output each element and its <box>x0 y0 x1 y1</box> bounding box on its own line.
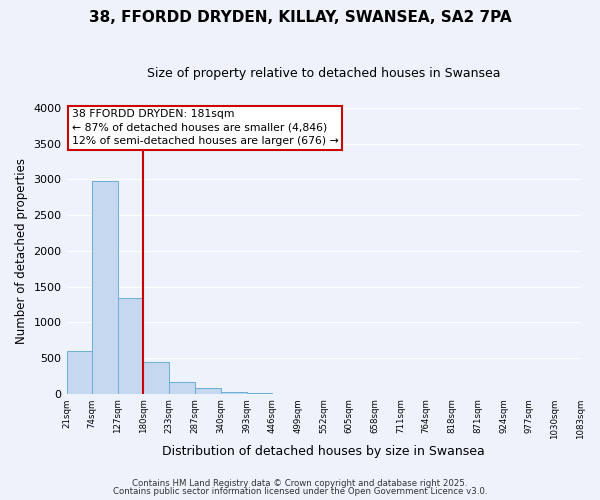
Bar <box>195 388 221 394</box>
Y-axis label: Number of detached properties: Number of detached properties <box>15 158 28 344</box>
Text: Contains public sector information licensed under the Open Government Licence v3: Contains public sector information licen… <box>113 487 487 496</box>
Bar <box>221 392 247 394</box>
Bar <box>92 181 118 394</box>
Title: Size of property relative to detached houses in Swansea: Size of property relative to detached ho… <box>147 68 500 80</box>
Bar <box>118 298 143 394</box>
Bar <box>67 351 92 394</box>
Text: 38 FFORDD DRYDEN: 181sqm
← 87% of detached houses are smaller (4,846)
12% of sem: 38 FFORDD DRYDEN: 181sqm ← 87% of detach… <box>71 110 338 146</box>
X-axis label: Distribution of detached houses by size in Swansea: Distribution of detached houses by size … <box>162 444 485 458</box>
Bar <box>169 382 195 394</box>
Bar <box>143 362 169 394</box>
Text: Contains HM Land Registry data © Crown copyright and database right 2025.: Contains HM Land Registry data © Crown c… <box>132 478 468 488</box>
Text: 38, FFORDD DRYDEN, KILLAY, SWANSEA, SA2 7PA: 38, FFORDD DRYDEN, KILLAY, SWANSEA, SA2 … <box>89 10 511 25</box>
